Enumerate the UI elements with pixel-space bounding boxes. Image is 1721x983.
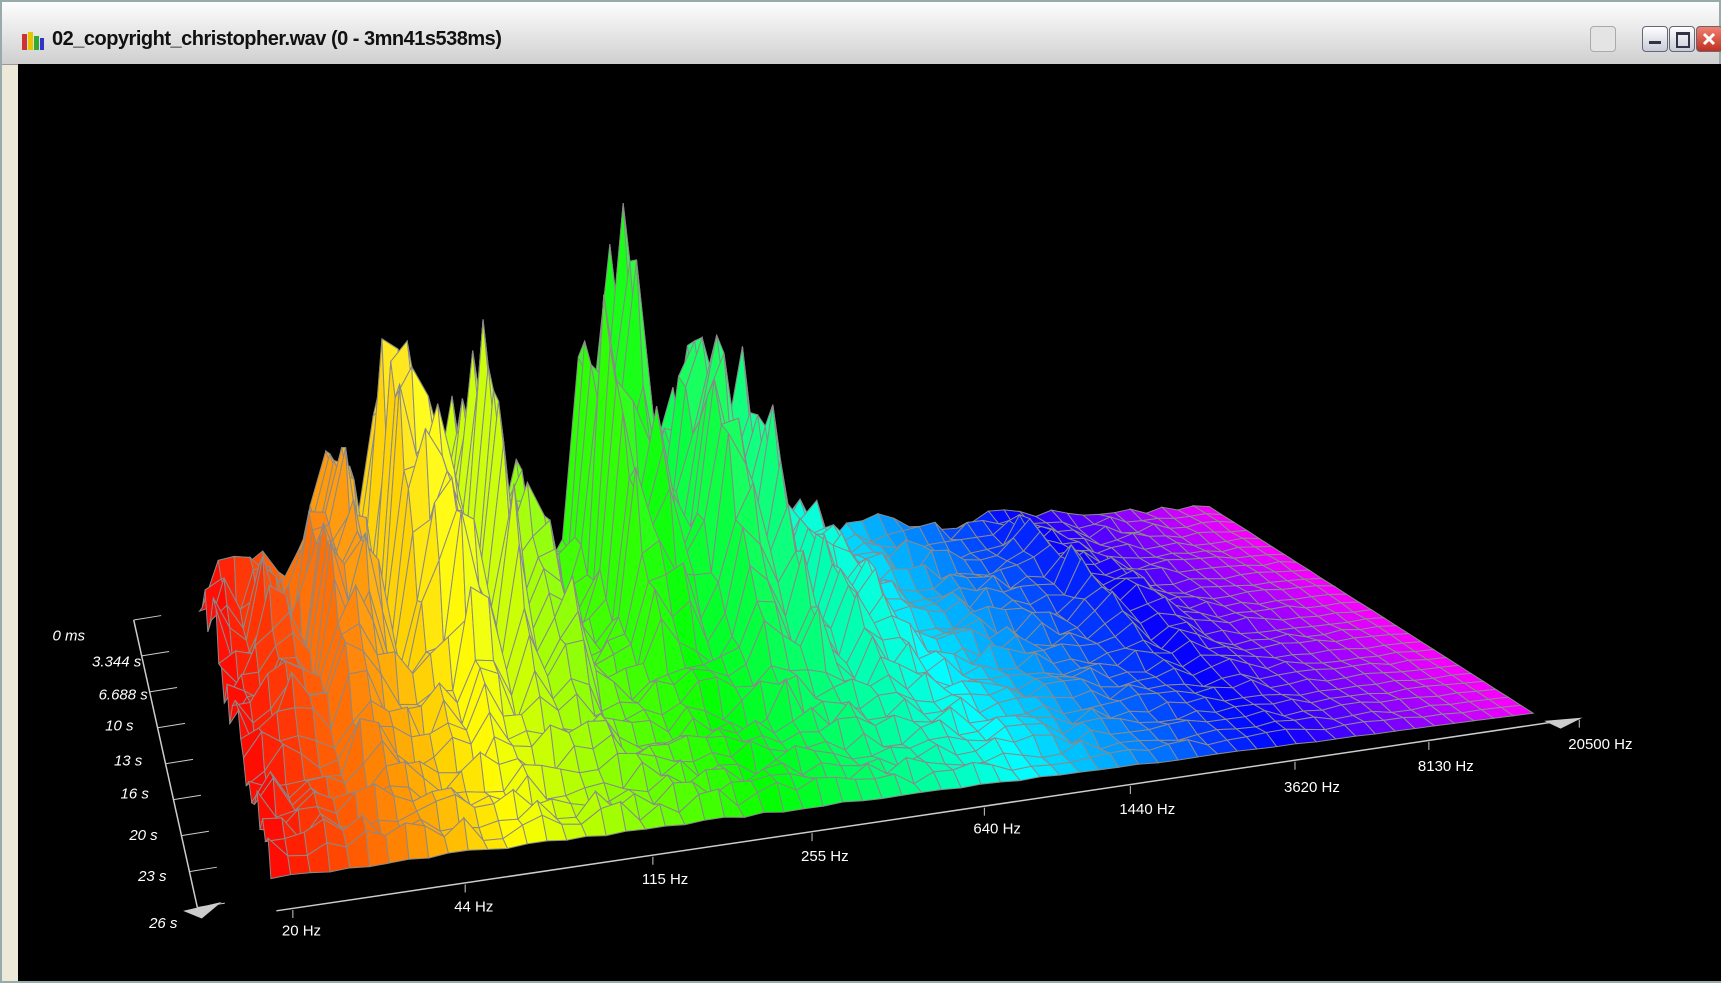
- time-label: 6.688 s: [99, 687, 149, 704]
- frequency-label: 1440 Hz: [1119, 801, 1175, 818]
- frequency-label: 8130 Hz: [1418, 758, 1474, 775]
- frequency-label: 255 Hz: [801, 848, 849, 865]
- time-label: 16 s: [121, 785, 150, 802]
- minimize-button[interactable]: [1642, 26, 1668, 52]
- time-label: 20 s: [128, 827, 158, 844]
- maximize-button[interactable]: [1669, 26, 1695, 52]
- frequency-label: 115 Hz: [642, 871, 688, 888]
- time-label: 13 s: [114, 753, 143, 770]
- spectrum-view: 20 Hz 44 Hz 115 Hz 255 Hz 640 Hz 1440 Hz 3620 …: [18, 64, 1721, 981]
- surface-cell: [263, 818, 285, 841]
- time-label: 3.344 s: [92, 654, 142, 671]
- frequency-label: 20 Hz: [282, 923, 321, 940]
- time-label: 23 s: [137, 868, 167, 885]
- frequency-label: 44 Hz: [454, 898, 493, 915]
- window: 02_copyright_christopher.wav (0 - 3mn41s…: [0, 0, 1721, 983]
- title-bar: 02_copyright_christopher.wav (0 - 3mn41s…: [2, 2, 1719, 65]
- surface-cell: [288, 855, 311, 874]
- app-icon: [22, 32, 44, 50]
- time-label: 26 s: [148, 915, 178, 932]
- time-label: 0 ms: [52, 627, 85, 644]
- window-title: 02_copyright_christopher.wav (0 - 3mn41s…: [52, 28, 501, 51]
- frequency-label: 3620 Hz: [1284, 779, 1340, 796]
- frequency-label: 20500 Hz: [1568, 736, 1632, 753]
- time-label: 10 s: [105, 717, 134, 734]
- extra-button[interactable]: [1590, 26, 1616, 52]
- frequency-label: 640 Hz: [973, 821, 1021, 838]
- close-button[interactable]: [1696, 26, 1721, 52]
